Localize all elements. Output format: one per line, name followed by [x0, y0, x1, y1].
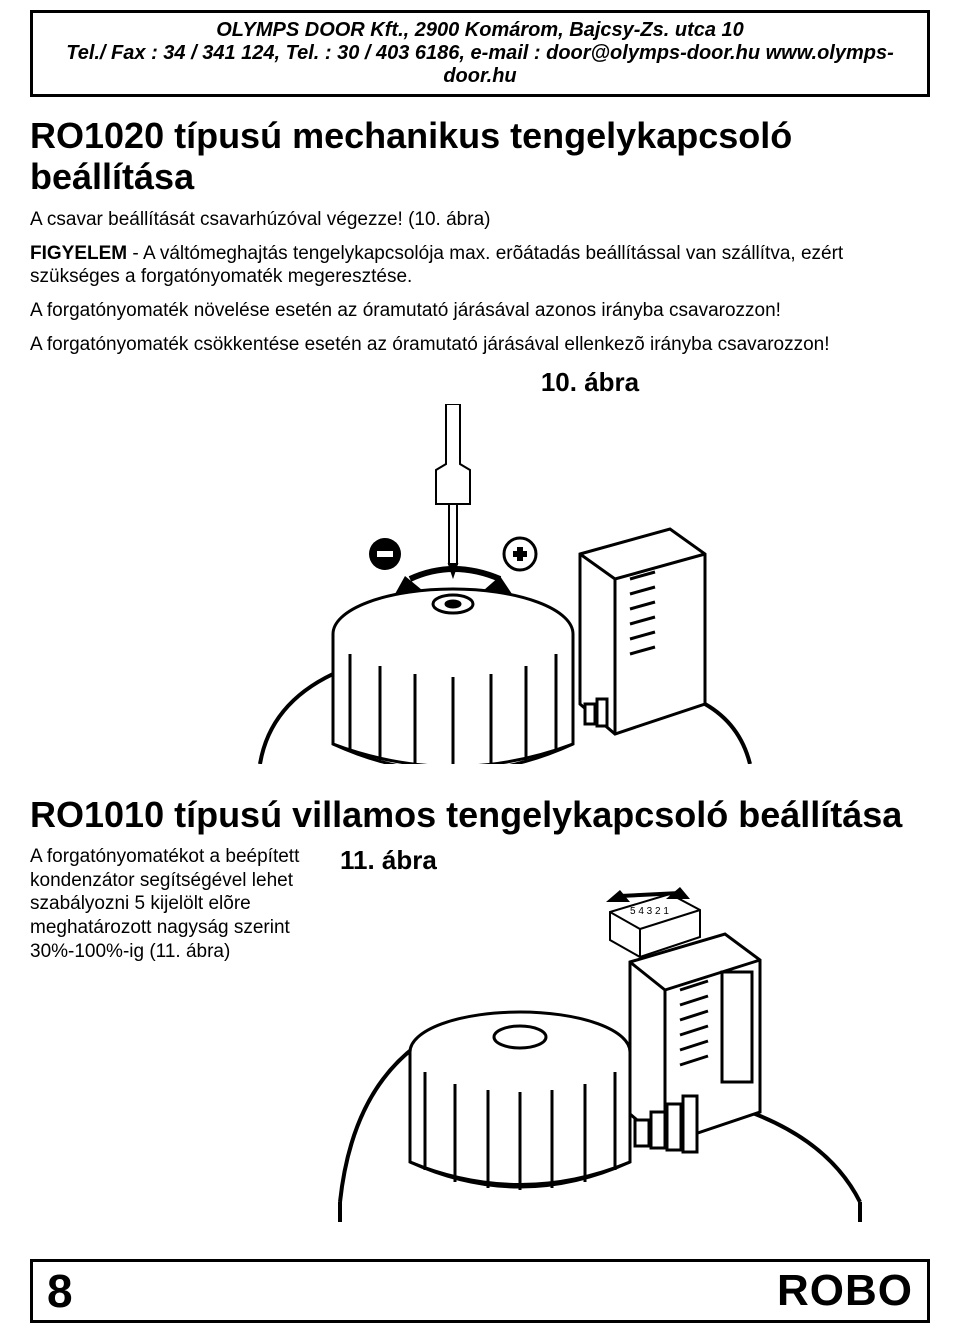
section1-p2-rest: - A váltómeghajtás tengelykapcsolója max…	[30, 243, 843, 288]
svg-text:5 4 3 2 1: 5 4 3 2 1	[630, 906, 669, 917]
section1-title: RO1020 típusú mechanikus tengelykapcsoló…	[30, 115, 930, 198]
section1-p3: A forgatónyomaték növelése esetén az óra…	[30, 299, 930, 323]
figure-11-label: 11. ábra	[340, 845, 930, 876]
section2-text: A forgatónyomatékot a beépített kondenzá…	[30, 845, 310, 1227]
section1-p1: A csavar beállítását csavarhúzóval végez…	[30, 208, 930, 232]
figure-11-illustration: 5 4 3 2 1	[330, 882, 870, 1222]
header-company-line: OLYMPS DOOR Kft., 2900 Komárom, Bajcsy-Z…	[43, 19, 917, 42]
figure-10-illustration	[200, 404, 760, 764]
section2-title: RO1010 típusú villamos tengelykapcsoló b…	[30, 794, 930, 835]
figure-10-block: 10. ábra	[30, 367, 930, 764]
page-number: 8	[47, 1264, 73, 1318]
footer-logo: ROBO	[777, 1266, 913, 1316]
footer-box: 8 ROBO	[30, 1259, 930, 1323]
section2: RO1010 típusú villamos tengelykapcsoló b…	[30, 794, 930, 1227]
section1-p2: FIGYELEM - A váltómeghajtás tengelykapcs…	[30, 242, 930, 290]
figure-10-label: 10. ábra	[541, 367, 639, 398]
section1-p4: A forgatónyomaték csökkentése esetén az …	[30, 333, 930, 357]
warning-label: FIGYELEM	[30, 243, 127, 264]
header-contact-line: Tel./ Fax : 34 / 341 124, Tel. : 30 / 40…	[43, 42, 917, 88]
header-box: OLYMPS DOOR Kft., 2900 Komárom, Bajcsy-Z…	[30, 10, 930, 97]
